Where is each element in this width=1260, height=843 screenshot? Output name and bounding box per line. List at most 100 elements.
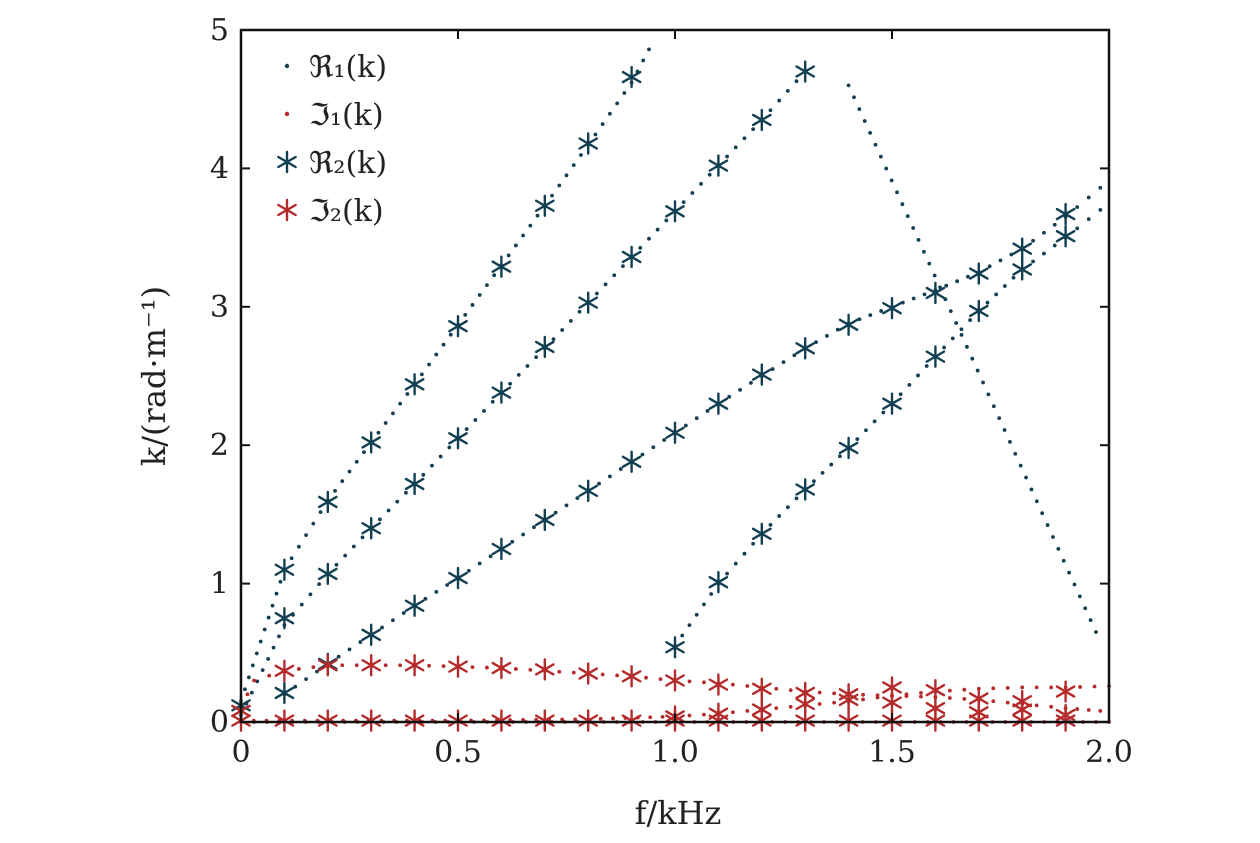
data-dot <box>1005 700 1010 705</box>
data-dot <box>970 356 975 361</box>
data-dot <box>564 503 569 508</box>
star-point <box>882 296 902 320</box>
data-dot <box>944 283 949 288</box>
x-tick-label: 1.5 <box>868 735 916 770</box>
star-point <box>491 537 512 561</box>
data-dot <box>792 353 797 358</box>
data-dot <box>968 318 973 322</box>
data-dot <box>516 372 521 377</box>
data-dot <box>683 423 688 428</box>
data-dot <box>485 665 489 670</box>
data-dot <box>621 264 625 269</box>
data-dot <box>664 218 669 223</box>
legend-star-marker <box>277 150 297 174</box>
data-dot <box>855 437 860 442</box>
star-point <box>578 479 599 503</box>
star-point <box>578 132 599 155</box>
data-dot <box>463 312 468 317</box>
data-dot <box>911 296 916 301</box>
star-point <box>491 709 512 732</box>
data-dot <box>508 381 512 386</box>
legend-label: ℜ₂(k) <box>309 146 387 181</box>
star-point <box>751 709 772 732</box>
star-point <box>534 508 555 532</box>
data-dot <box>318 510 323 514</box>
data-dot <box>965 344 969 349</box>
star-point <box>665 421 685 444</box>
data-dot <box>745 709 750 713</box>
data-dot <box>991 686 996 691</box>
data-dot <box>615 673 620 678</box>
star-point <box>578 291 599 314</box>
star-point <box>491 255 512 278</box>
data-dot <box>419 372 424 377</box>
data-dot <box>959 327 964 332</box>
data-dot <box>445 583 450 587</box>
data-dot <box>662 438 667 442</box>
data-dot <box>924 364 929 368</box>
data-dot <box>521 532 525 537</box>
data-dot <box>1075 205 1080 210</box>
data-dot <box>398 401 403 406</box>
data-dot <box>749 381 753 385</box>
star-point <box>621 450 642 474</box>
data-dot <box>694 612 699 617</box>
data-dot <box>557 669 562 674</box>
data-dot <box>1031 259 1035 264</box>
data-dot <box>575 496 580 501</box>
star-point <box>404 594 425 617</box>
star-point <box>404 472 425 496</box>
data-dot <box>768 523 773 527</box>
data-dot <box>513 667 518 671</box>
star-point <box>621 665 642 688</box>
data-dot <box>1056 546 1061 551</box>
star-point <box>925 281 946 305</box>
data-dot <box>781 360 786 365</box>
data-dot <box>299 602 304 607</box>
data-dot <box>699 182 703 186</box>
data-dot <box>738 387 742 392</box>
star-point <box>491 381 512 404</box>
data-dot <box>742 551 747 556</box>
data-dot <box>470 303 475 307</box>
data-dot <box>1092 684 1097 689</box>
data-dot <box>777 98 782 103</box>
data-dot <box>829 462 834 467</box>
data-dot <box>825 333 829 338</box>
data-dot <box>427 663 431 668</box>
star-point <box>838 313 859 336</box>
data-dot <box>427 362 431 367</box>
data-dot <box>644 675 648 680</box>
data-dot <box>360 535 365 540</box>
data-dot <box>862 119 867 123</box>
data-dot <box>966 274 970 279</box>
data-dot <box>277 634 281 639</box>
data-dot <box>794 79 799 84</box>
star-point <box>317 654 338 677</box>
data-dot <box>1042 251 1046 256</box>
data-dot <box>655 227 660 232</box>
data-dot <box>1049 685 1054 690</box>
data-dot <box>243 687 247 692</box>
data-dot <box>868 313 873 318</box>
data-dot <box>351 544 356 549</box>
data-dot <box>568 319 573 323</box>
star-point <box>751 522 772 545</box>
data-dot <box>506 253 511 258</box>
data-dot <box>651 445 656 450</box>
data-dot <box>477 293 482 297</box>
x-tick-label: 2.0 <box>1085 735 1133 770</box>
data-dot <box>962 697 967 701</box>
data-dot <box>340 479 345 484</box>
data-dot <box>615 101 620 106</box>
star-point <box>491 656 512 680</box>
y-tick-label: 4 <box>210 151 229 186</box>
data-dot <box>343 553 348 558</box>
legend-dot-marker <box>284 111 290 117</box>
star-point <box>882 691 902 714</box>
data-dot <box>1049 704 1054 709</box>
data-dot <box>612 273 617 278</box>
legend-label: ℜ₁(k) <box>309 50 387 85</box>
data-dot <box>594 291 599 296</box>
